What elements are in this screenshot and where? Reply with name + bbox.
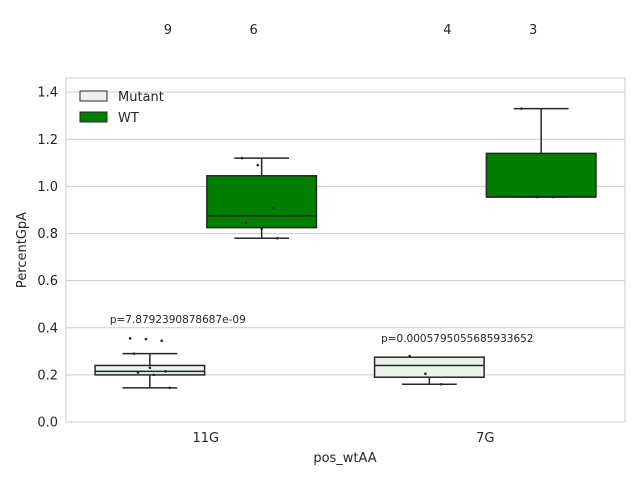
point-wt-7g-0 [520, 107, 523, 110]
point-mutant-11g-0 [128, 337, 132, 340]
p-value-label-11g: p=7.8792390878687e-09 [110, 314, 246, 326]
x-axis-label: pos_wtAA [313, 451, 376, 466]
point-mutant-11g-5 [164, 370, 167, 373]
count-wt-7g: 3 [529, 23, 537, 38]
point-mutant-11g-3 [132, 352, 136, 355]
point-wt-11g-2 [272, 206, 275, 209]
y-tick-label-3: 0.6 [37, 274, 58, 289]
y-axis-label: PercentGpA [15, 212, 30, 288]
point-wt-11g-4 [260, 227, 263, 231]
p-value-annotations: p=7.8792390878687e-09 p=0.000579505568593… [110, 314, 534, 345]
point-mutant-11g-7 [152, 373, 156, 377]
sample-counts: 9 6 4 3 [164, 23, 538, 38]
point-mutant-7g-1 [424, 372, 427, 375]
p-value-label-7g: p=0.0005795055685933652 [381, 333, 533, 345]
y-tick-label-4: 0.8 [37, 227, 58, 242]
strip-points [128, 107, 555, 390]
point-mutant-7g-2 [439, 383, 443, 386]
legend: Mutant WT [79, 90, 164, 126]
point-mutant-11g-4 [148, 366, 152, 370]
y-tick-label-5: 1.0 [37, 180, 58, 195]
count-mutant-11g: 9 [164, 23, 172, 38]
count-wt-11g: 6 [250, 23, 258, 38]
x-tick-label-11G: 11G [192, 431, 219, 446]
point-wt-11g-0 [240, 156, 244, 160]
point-mutant-7g-0 [408, 354, 411, 358]
point-mutant-11g-2 [160, 339, 163, 343]
legend-swatch-wt [79, 111, 108, 123]
point-wt-11g-5 [276, 236, 279, 240]
x-axis-ticks: 11G 7G [192, 431, 494, 446]
box-series [94, 107, 597, 389]
legend-swatch-mutant [79, 90, 108, 102]
point-mutant-11g-1 [144, 337, 148, 341]
y-axis-ticks: 0.0 0.2 0.4 0.6 0.8 1.0 1.2 1.4 [37, 86, 58, 431]
box-wt-7g [485, 152, 597, 198]
box-wt-11g [206, 175, 318, 229]
plot-area-frame [65, 77, 626, 423]
y-tick-label-2: 0.4 [37, 321, 58, 336]
y-tick-label-6: 1.2 [37, 133, 58, 148]
point-mutant-11g-8 [168, 386, 171, 390]
point-wt-11g-3 [244, 221, 248, 225]
legend-label-wt: WT [118, 111, 139, 126]
x-tick-label-7G: 7G [476, 431, 494, 446]
y-tick-label-0: 0.0 [37, 416, 58, 431]
y-tick-label-1: 0.2 [37, 368, 58, 383]
box-mutant-11g [94, 364, 206, 376]
point-wt-11g-1 [256, 163, 260, 167]
point-wt-7g-1 [535, 195, 539, 199]
point-mutant-11g-6 [136, 371, 140, 374]
legend-label-mutant: Mutant [118, 90, 164, 105]
point-wt-7g-2 [551, 195, 555, 199]
box-mutant-7g [373, 356, 485, 378]
count-mutant-7g: 4 [443, 23, 451, 38]
y-tick-label-7: 1.4 [37, 86, 58, 101]
